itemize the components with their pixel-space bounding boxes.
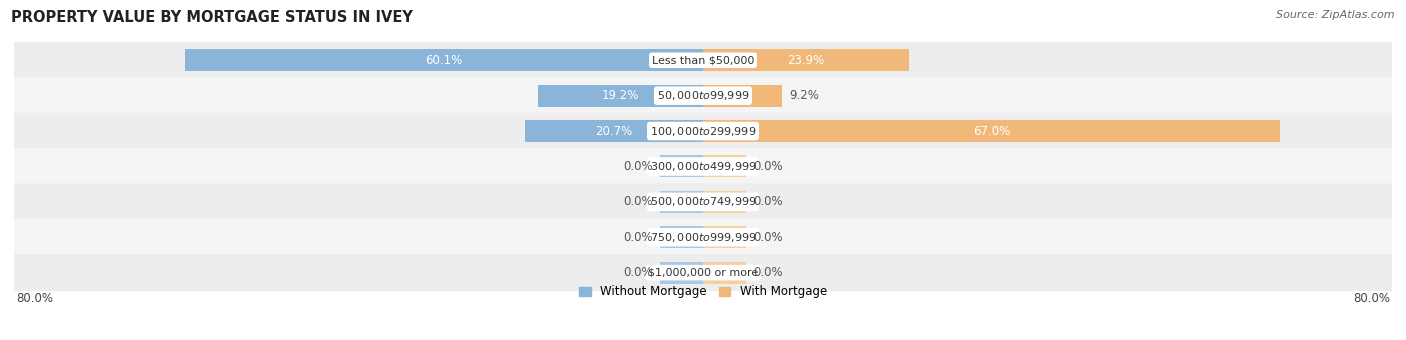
Text: 23.9%: 23.9%	[787, 54, 824, 67]
Text: 80.0%: 80.0%	[1353, 292, 1391, 305]
Text: 60.1%: 60.1%	[426, 54, 463, 67]
Text: $300,000 to $499,999: $300,000 to $499,999	[650, 160, 756, 173]
Bar	[703, 226, 747, 248]
Text: 0.0%: 0.0%	[623, 160, 652, 173]
FancyBboxPatch shape	[14, 77, 1392, 114]
Text: 0.0%: 0.0%	[754, 231, 783, 244]
Text: $100,000 to $299,999: $100,000 to $299,999	[650, 124, 756, 138]
FancyBboxPatch shape	[14, 184, 1392, 220]
Text: 67.0%: 67.0%	[973, 124, 1010, 138]
Text: 0.0%: 0.0%	[623, 195, 652, 208]
Bar	[659, 155, 703, 177]
Bar	[659, 262, 703, 284]
Bar	[659, 226, 703, 248]
Text: 0.0%: 0.0%	[623, 266, 652, 279]
Bar	[703, 85, 782, 107]
Text: $50,000 to $99,999: $50,000 to $99,999	[657, 89, 749, 102]
Text: 0.0%: 0.0%	[754, 160, 783, 173]
Text: 0.0%: 0.0%	[754, 266, 783, 279]
Bar	[186, 49, 703, 71]
Text: PROPERTY VALUE BY MORTGAGE STATUS IN IVEY: PROPERTY VALUE BY MORTGAGE STATUS IN IVE…	[11, 10, 413, 25]
FancyBboxPatch shape	[14, 42, 1392, 79]
Text: $500,000 to $749,999: $500,000 to $749,999	[650, 195, 756, 208]
Bar	[703, 262, 747, 284]
Text: 20.7%: 20.7%	[595, 124, 633, 138]
Legend: Without Mortgage, With Mortgage: Without Mortgage, With Mortgage	[579, 286, 827, 299]
Bar	[659, 191, 703, 213]
FancyBboxPatch shape	[14, 219, 1392, 256]
FancyBboxPatch shape	[14, 148, 1392, 185]
Text: Less than $50,000: Less than $50,000	[652, 55, 754, 65]
Bar	[703, 49, 908, 71]
Text: $1,000,000 or more: $1,000,000 or more	[648, 268, 758, 278]
Text: 80.0%: 80.0%	[15, 292, 53, 305]
Text: 0.0%: 0.0%	[754, 195, 783, 208]
Bar	[524, 120, 703, 142]
Bar	[703, 191, 747, 213]
Bar	[703, 155, 747, 177]
Bar	[703, 120, 1279, 142]
Text: 19.2%: 19.2%	[602, 89, 638, 102]
FancyBboxPatch shape	[14, 254, 1392, 291]
Text: 0.0%: 0.0%	[623, 231, 652, 244]
FancyBboxPatch shape	[14, 113, 1392, 150]
Bar	[537, 85, 703, 107]
Text: $750,000 to $999,999: $750,000 to $999,999	[650, 231, 756, 244]
Text: Source: ZipAtlas.com: Source: ZipAtlas.com	[1277, 10, 1395, 20]
Text: 9.2%: 9.2%	[789, 89, 818, 102]
